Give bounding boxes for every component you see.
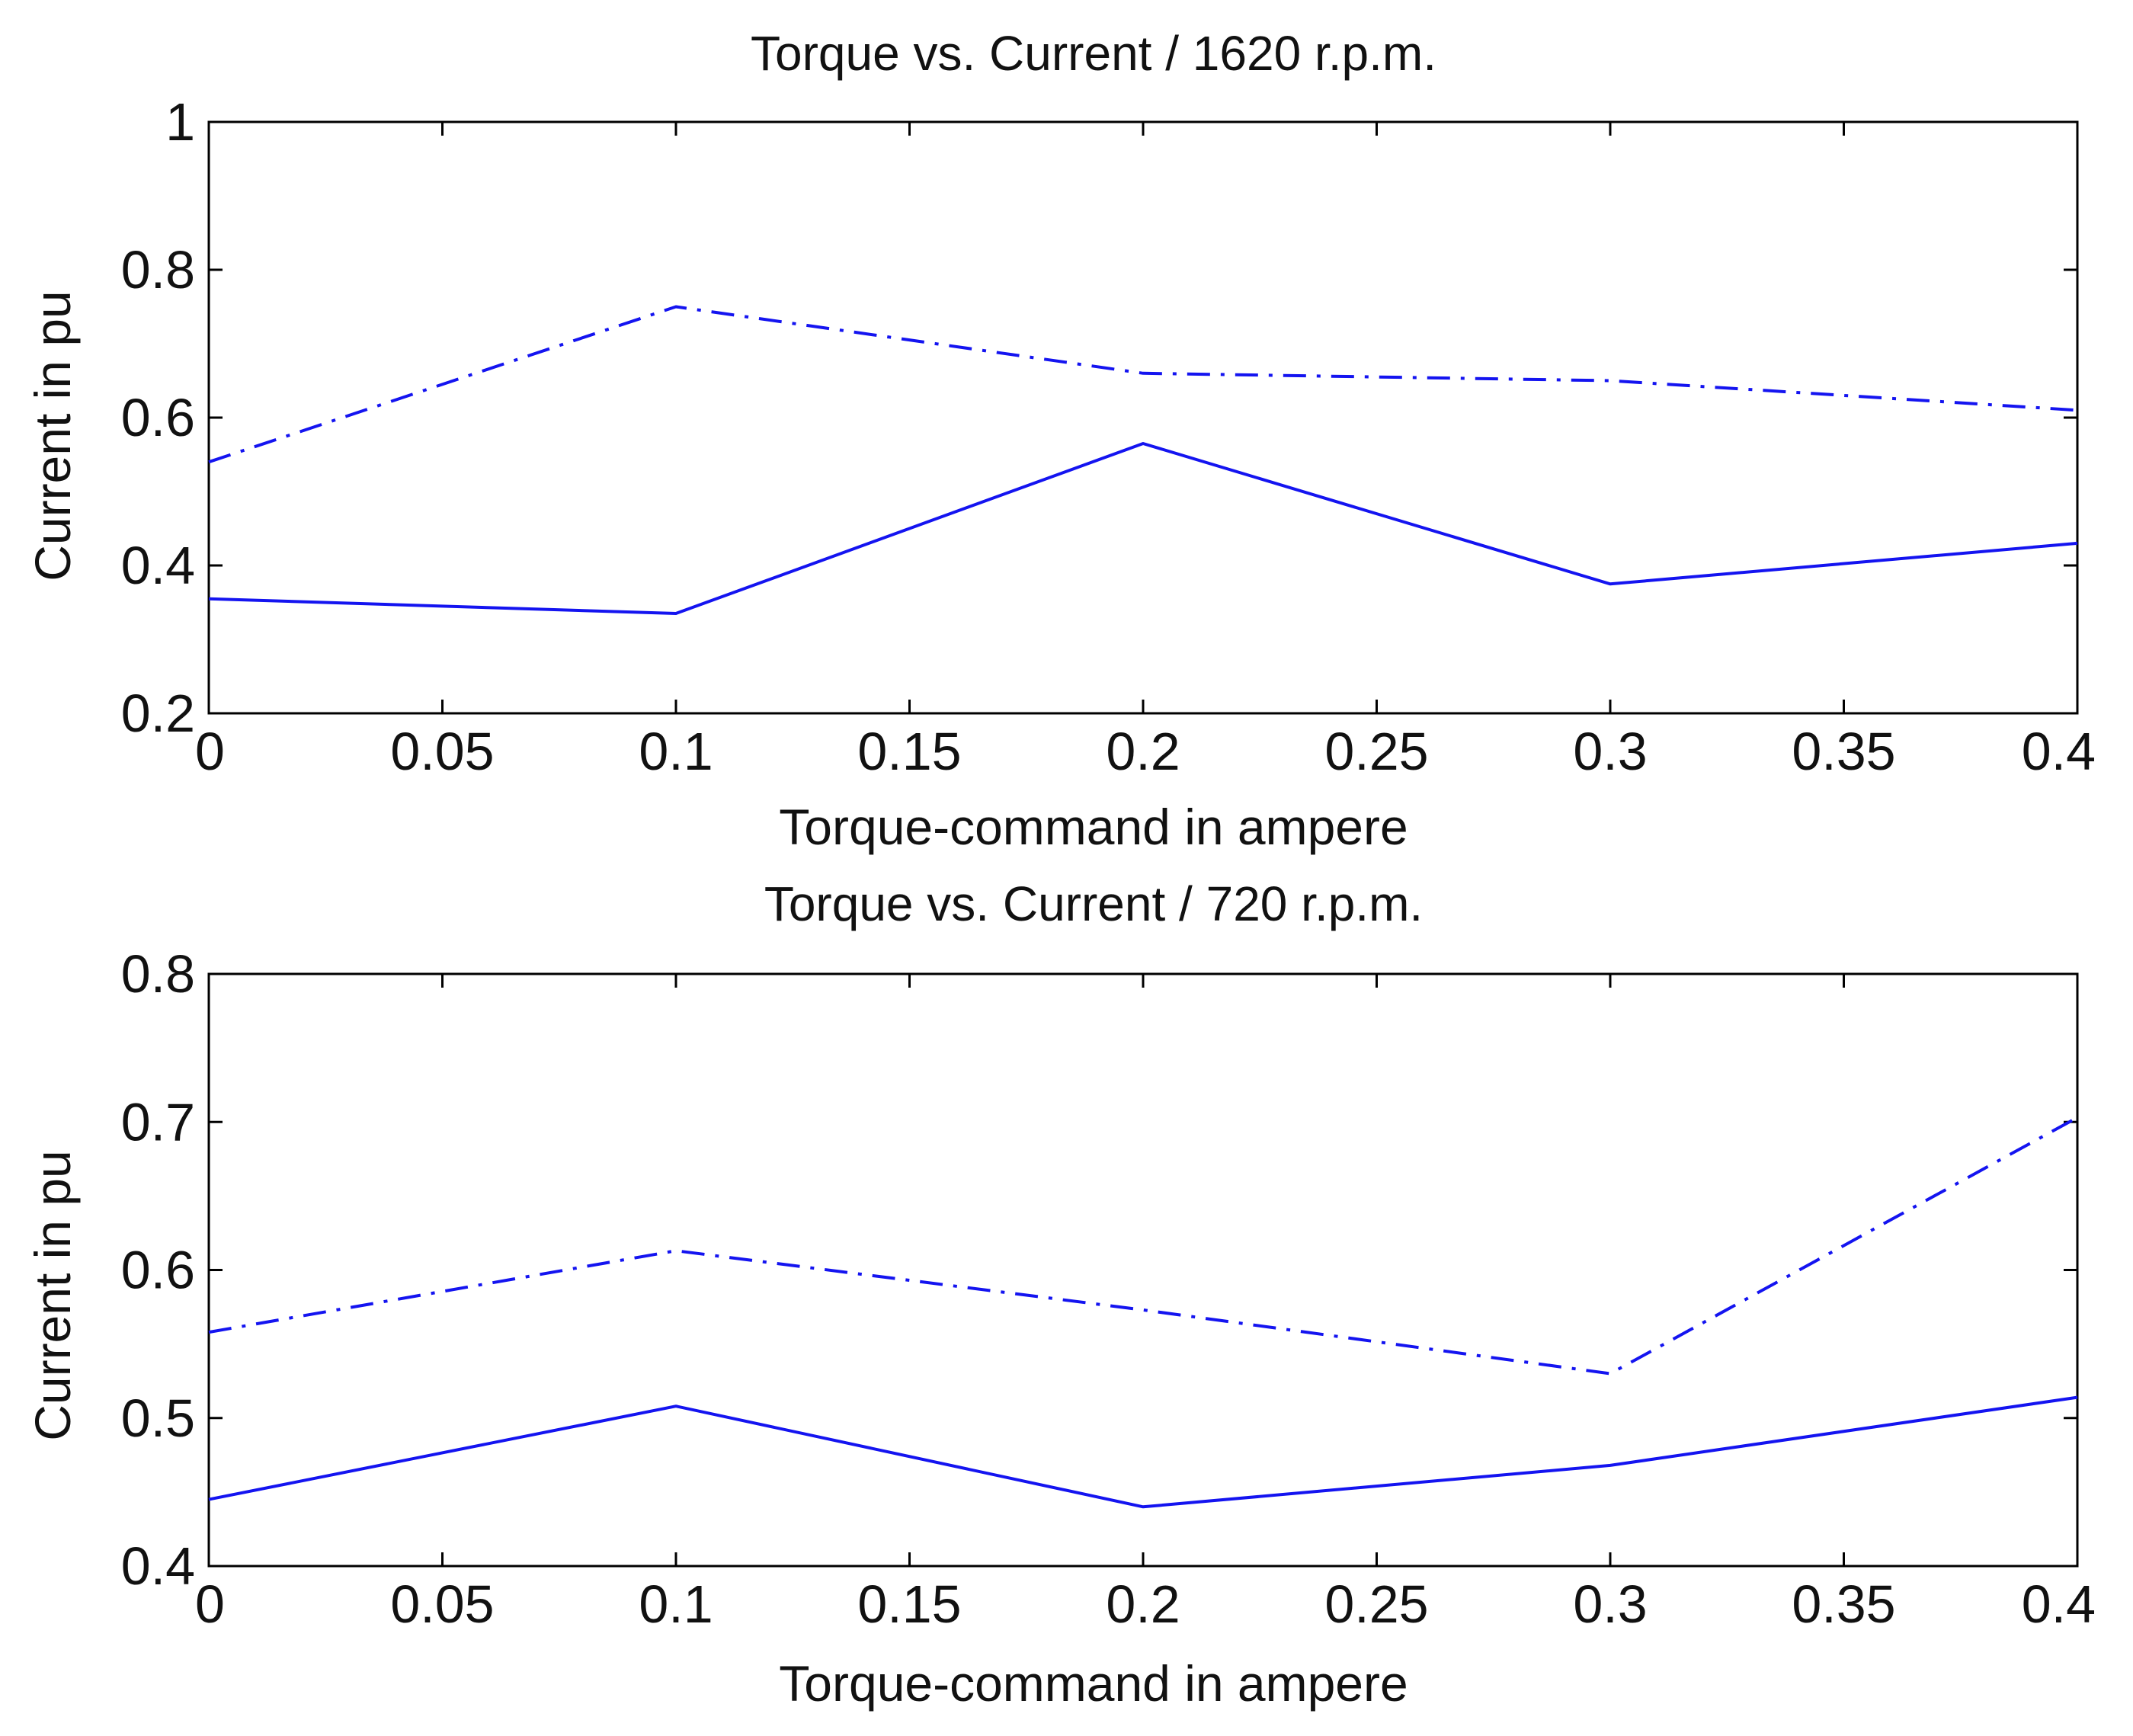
x-tick-label: 0.4 <box>2022 722 2096 781</box>
y-tick-label: 0.4 <box>121 536 195 595</box>
y-axis-label: Current in pu <box>24 290 81 581</box>
series-line-dash-dot <box>208 305 2078 464</box>
y-tick-label: 0.6 <box>121 388 195 447</box>
y-tick-label: 0.6 <box>121 1241 195 1300</box>
x-tick-label: 0.2 <box>1106 1574 1180 1634</box>
x-tick-label: 0.25 <box>1324 1574 1428 1634</box>
x-axis-label: Torque-command in ampere <box>779 799 1408 855</box>
plot-area-frame <box>207 120 2079 715</box>
series-line-solid <box>208 1395 2078 1509</box>
subplot-720rpm: Torque vs. Current / 720 r.p.m. Torque-c… <box>24 876 2096 1712</box>
y-tick-label: 0.8 <box>121 240 195 299</box>
subplot-1620rpm: Torque vs. Current / 1620 r.p.m. Torque-… <box>24 26 2096 855</box>
y-tick-label: 0.2 <box>121 684 195 743</box>
y-tick-label: 0.5 <box>121 1388 195 1448</box>
y-tick-label: 1 <box>165 92 195 152</box>
x-tick-label: 0.05 <box>390 722 494 781</box>
x-tick-label: 0.1 <box>639 722 713 781</box>
x-tick-label: 0.35 <box>1792 1574 1895 1634</box>
x-tick-label: 0.25 <box>1324 722 1428 781</box>
x-axis-label: Torque-command in ampere <box>779 1655 1408 1712</box>
x-tick-label: 0 <box>195 722 225 781</box>
x-tick-label: 0.3 <box>1573 722 1647 781</box>
y-tick-label: 0.7 <box>121 1092 195 1151</box>
x-tick-label: 0.15 <box>857 1574 961 1634</box>
y-tick-label: 0.8 <box>121 944 195 1004</box>
x-tick-label: 0.35 <box>1792 722 1895 781</box>
y-tick-label: 0.4 <box>121 1536 195 1596</box>
x-tick-label: 0.4 <box>2022 1574 2096 1634</box>
x-tick-label: 0.1 <box>639 1574 713 1634</box>
x-tick-label: 0.15 <box>857 722 961 781</box>
x-tick-label: 0.3 <box>1573 1574 1647 1634</box>
series-line-dash-dot <box>208 1116 2078 1376</box>
plot-area-frame <box>207 972 2079 1568</box>
chart-title: Torque vs. Current / 1620 r.p.m. <box>751 26 1436 81</box>
series-line-solid <box>208 442 2078 615</box>
chart-title: Torque vs. Current / 720 r.p.m. <box>764 876 1423 931</box>
x-tick-label: 0.2 <box>1106 722 1180 781</box>
x-tick-label: 0 <box>195 1574 225 1634</box>
y-axis-label: Current in pu <box>24 1150 81 1441</box>
x-tick-label: 0.05 <box>390 1574 494 1634</box>
